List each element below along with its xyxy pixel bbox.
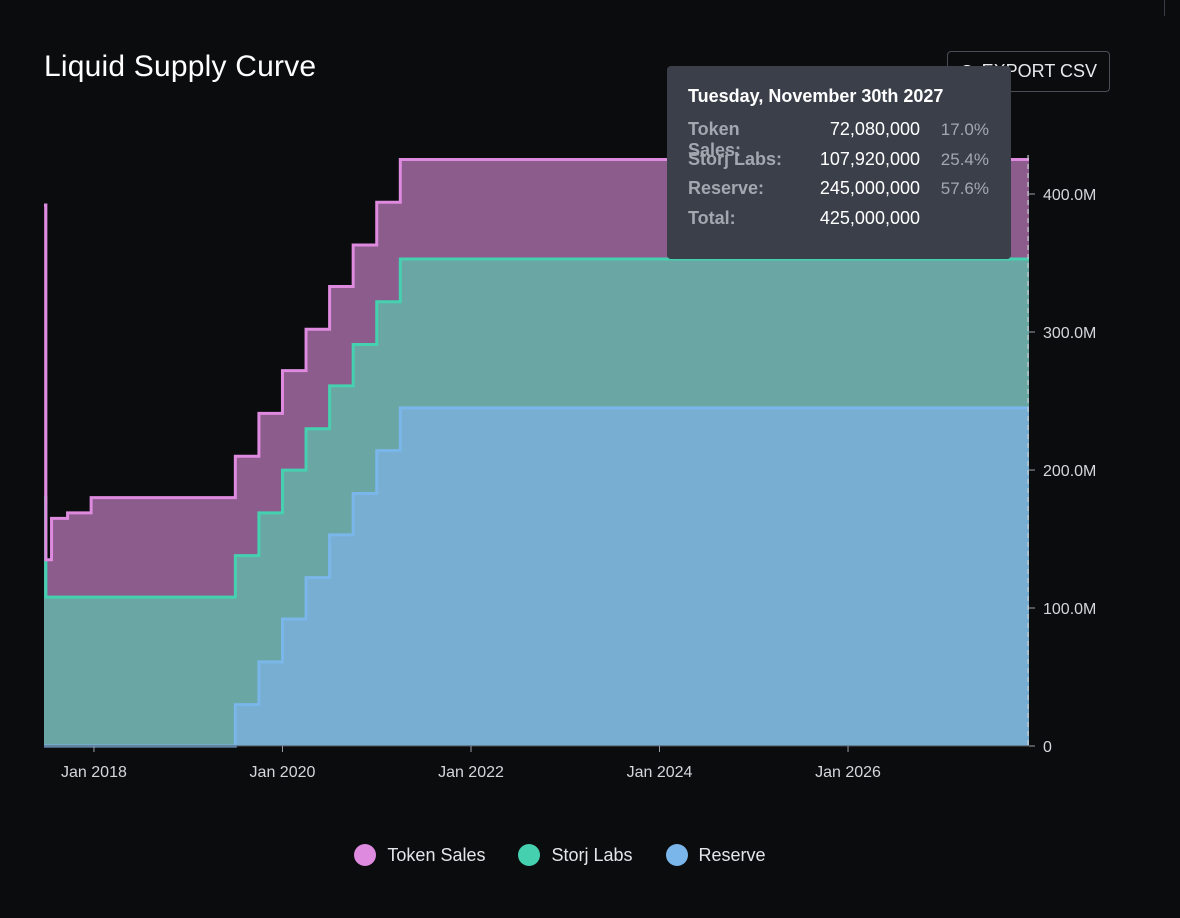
window-edge-divider bbox=[1164, 0, 1165, 16]
legend-swatch bbox=[354, 844, 377, 866]
tooltip-value: 425,000,000 bbox=[819, 207, 920, 228]
legend-swatch bbox=[518, 844, 541, 866]
y-tick-label: 400.0M bbox=[1043, 187, 1096, 204]
tooltip-row-token-sales: Token Sales: 72,080,000 17.0% bbox=[688, 119, 991, 160]
y-tick-label: 100.0M bbox=[1043, 601, 1096, 618]
legend-label: Token Sales bbox=[387, 844, 486, 865]
x-tick-label: Jan 2018 bbox=[61, 764, 127, 781]
tooltip-value: 72,080,000 bbox=[829, 119, 920, 139]
line-token-sales bbox=[44, 158, 1029, 562]
tooltip-percent: 57.6% bbox=[940, 179, 989, 198]
tooltip-label: Total: bbox=[688, 207, 736, 228]
tooltip-row-storj-labs: Storj Labs: 107,920,000 25.4% bbox=[688, 149, 991, 179]
tooltip-label: Reserve: bbox=[688, 178, 765, 198]
tooltip-row-reserve: Reserve: 245,000,000 57.6% bbox=[688, 178, 991, 208]
line-storj-labs bbox=[44, 257, 1029, 599]
legend-label: Reserve bbox=[698, 844, 766, 865]
x-axis: Jan 2018 Jan 2020 Jan 2022 Jan 2024 Jan 2026 bbox=[44, 745, 1029, 781]
tooltip-value: 107,920,000 bbox=[819, 148, 920, 169]
area-storj-labs bbox=[44, 258, 1029, 746]
page-title: Liquid Supply Curve bbox=[44, 50, 317, 83]
tooltip-percent: 17.0% bbox=[940, 120, 989, 139]
tooltip-label: Storj Labs: bbox=[688, 148, 783, 169]
y-tick-label: 0 bbox=[1043, 739, 1052, 756]
legend-item-reserve[interactable]: Reserve bbox=[665, 844, 766, 866]
x-tick-label: Jan 2022 bbox=[438, 764, 504, 781]
tooltip-percent: 25.4% bbox=[940, 149, 989, 169]
chart-legend: Token Sales Storj Labs Reserve bbox=[0, 844, 1120, 866]
legend-swatch bbox=[665, 844, 688, 866]
legend-label: Storj Labs bbox=[551, 844, 633, 865]
x-tick-label: Jan 2024 bbox=[627, 764, 693, 781]
tooltip-row-total: Total: 425,000,000 bbox=[688, 208, 991, 238]
tooltip-date: Tuesday, November 30th 2027 bbox=[688, 86, 944, 106]
legend-item-storj-labs[interactable]: Storj Labs bbox=[518, 844, 633, 866]
y-tick-label: 200.0M bbox=[1043, 463, 1096, 480]
y-tick-label: 300.0M bbox=[1043, 325, 1096, 342]
y-axis: 0 100.0M 200.0M 300.0M 400.0M bbox=[1029, 187, 1096, 756]
x-tick-label: Jan 2026 bbox=[815, 764, 881, 781]
tooltip-value: 245,000,000 bbox=[819, 178, 920, 198]
chart-tooltip: Tuesday, November 30th 2027 Token Sales:… bbox=[667, 66, 1011, 259]
area-reserve bbox=[44, 407, 1029, 746]
legend-item-token-sales[interactable]: Token Sales bbox=[354, 844, 485, 866]
tooltip-label: Token Sales: bbox=[688, 119, 742, 160]
x-tick-label: Jan 2020 bbox=[250, 764, 316, 781]
